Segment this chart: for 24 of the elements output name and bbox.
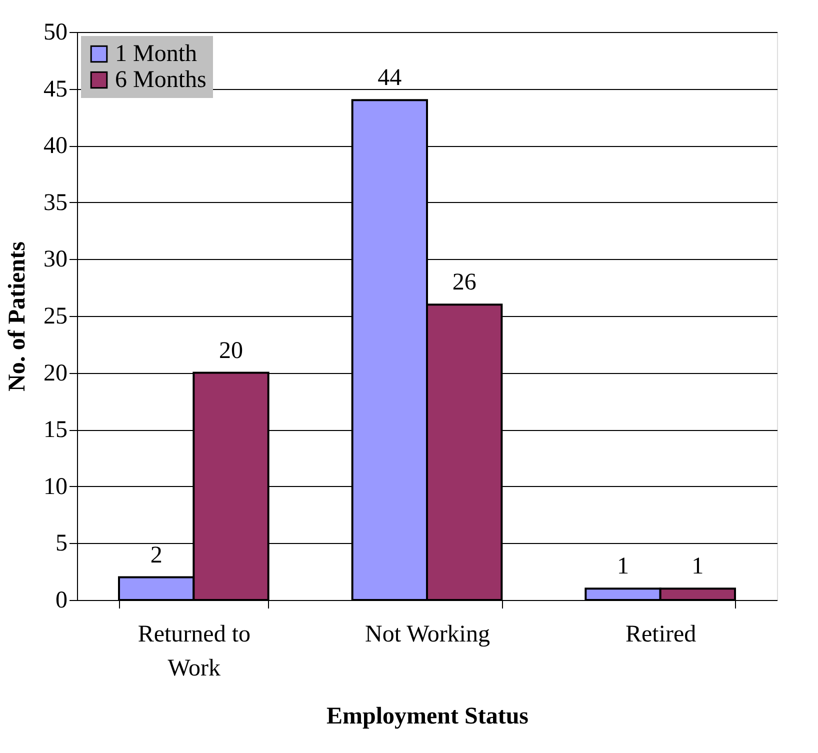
data-label: 1 bbox=[692, 554, 704, 580]
y-tick-label: 30 bbox=[44, 246, 68, 273]
y-tick-label: 40 bbox=[44, 133, 68, 160]
y-tick-label: 35 bbox=[44, 190, 68, 216]
y-tick-label: 45 bbox=[44, 76, 68, 102]
y-tick-label: 5 bbox=[56, 530, 68, 557]
x-tick-label: Retired bbox=[626, 622, 696, 648]
x-axis-title: Employment Status bbox=[326, 704, 529, 730]
data-label: 2 bbox=[150, 542, 162, 568]
x-tick-label: Returned to Work bbox=[138, 622, 250, 682]
y-tick-label: 25 bbox=[44, 304, 68, 330]
y-tick-label: 50 bbox=[44, 20, 68, 46]
data-label: 1 bbox=[617, 554, 629, 580]
y-tick-label: 0 bbox=[56, 588, 68, 614]
legend-label: 6 Months bbox=[115, 67, 206, 93]
data-label: 44 bbox=[378, 65, 402, 92]
y-tick-label: 20 bbox=[44, 360, 68, 386]
legend-label: 1 Month bbox=[115, 41, 198, 67]
y-axis-title: No. of Patients bbox=[4, 242, 30, 392]
data-label: 20 bbox=[219, 338, 243, 364]
y-tick-label: 15 bbox=[44, 417, 68, 444]
data-label: 26 bbox=[452, 270, 476, 296]
y-tick-label: 10 bbox=[44, 474, 68, 500]
x-tick-label: Not Working bbox=[365, 622, 490, 648]
